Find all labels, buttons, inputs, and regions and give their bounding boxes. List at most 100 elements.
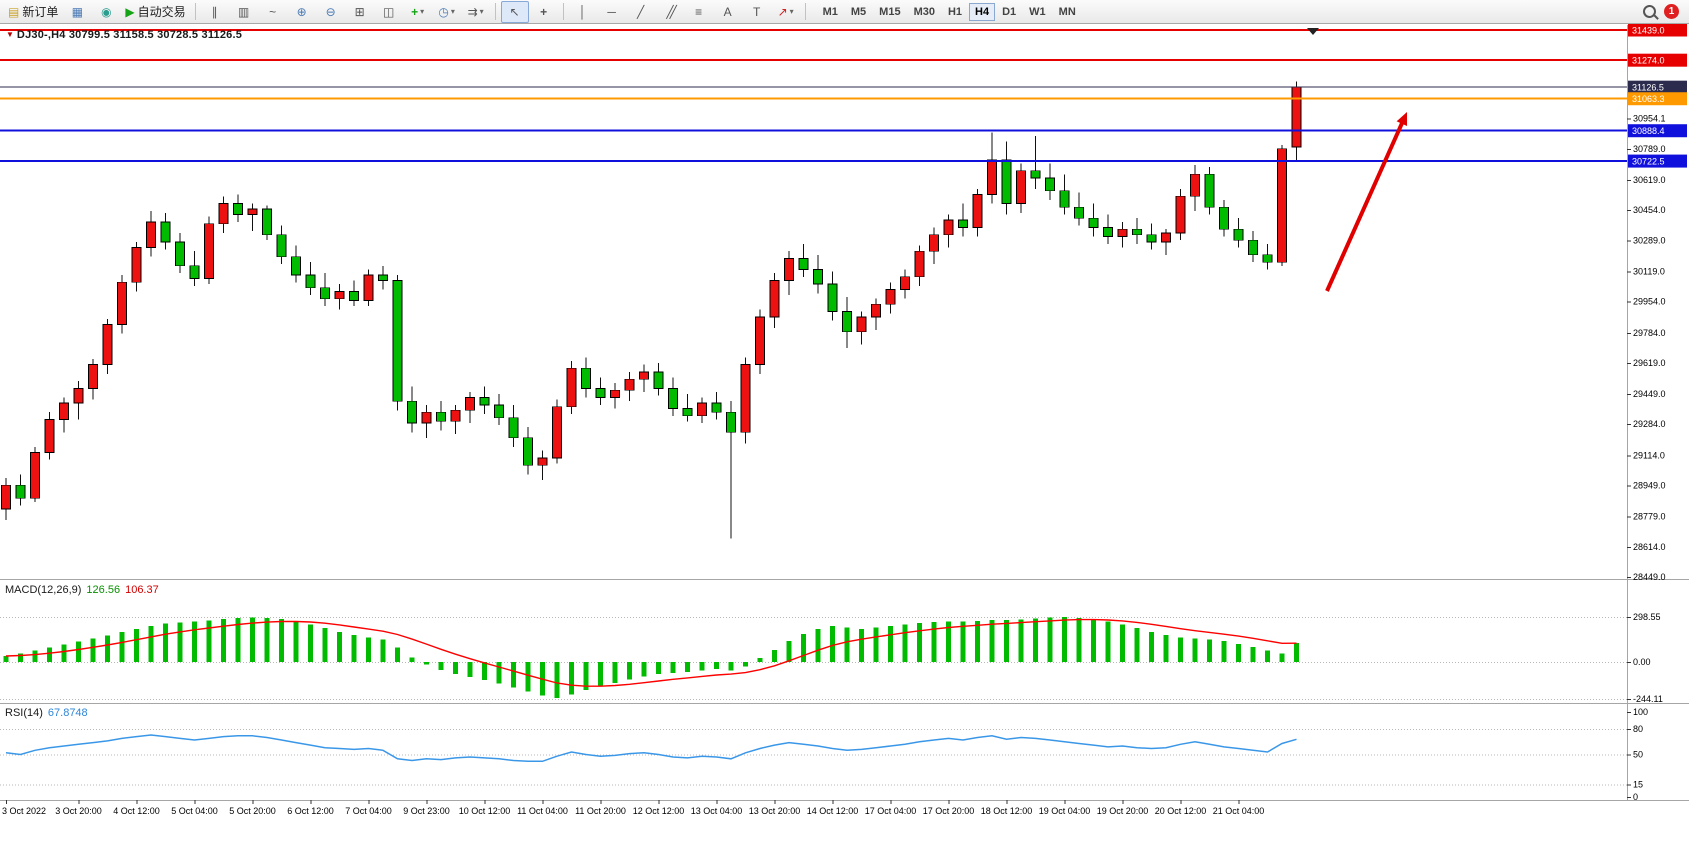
macd-name: MACD(12,26,9) (5, 584, 82, 596)
svg-text:11 Oct 04:00: 11 Oct 04:00 (517, 806, 568, 816)
svg-text:30722.5: 30722.5 (1632, 157, 1665, 167)
macd-signal-line (5, 618, 1297, 687)
pane-separators[interactable] (0, 25, 1689, 801)
templates-button[interactable]: ⇉ ▾ (462, 1, 490, 23)
macd-indicator-label: MACD(12,26,9) 126.56 106.37 (5, 584, 159, 596)
svg-text:21 Oct 04:00: 21 Oct 04:00 (1213, 806, 1265, 816)
candle-chart-button[interactable]: ▥ (230, 1, 258, 23)
timeframe-mn-button[interactable]: MN (1058, 5, 1076, 18)
macd-signal-value: 106.37 (125, 584, 159, 596)
svg-text:298.55: 298.55 (1633, 612, 1661, 622)
timeframe-m30-button[interactable]: M30 (913, 5, 935, 18)
tile-windows-button[interactable]: ⊞ (346, 1, 374, 23)
bar-chart-icon: ∥ (211, 4, 218, 19)
trendline-icon: ╱ (636, 4, 645, 19)
svg-text:29784.0: 29784.0 (1633, 328, 1666, 338)
toolbar-separator (562, 3, 564, 20)
price-level-lines[interactable] (0, 29, 1627, 163)
timeframe-m1-button[interactable]: M1 (822, 5, 838, 18)
arrows-tool-icon: ↗ (777, 4, 788, 19)
arrows-tool-button[interactable]: ↗ ▾ (772, 1, 800, 23)
svg-text:9 Oct 23:00: 9 Oct 23:00 (403, 806, 450, 816)
svg-text:0: 0 (1633, 792, 1638, 802)
timeframe-m5-button[interactable]: M5 (850, 5, 867, 18)
bar-chart-button[interactable]: ∥ (201, 1, 229, 23)
trend-arrow-head (1396, 112, 1407, 126)
horizontal-line-icon: ─ (607, 4, 616, 19)
chevron-down-icon: ▾ (450, 7, 455, 16)
svg-text:30454.0: 30454.0 (1633, 205, 1666, 215)
svg-text:-244.11: -244.11 (1633, 694, 1663, 704)
price-axis[interactable]: 30954.1 30789.0 30619.0 30454.0 30289.0 30119… (1627, 23, 1687, 803)
new-order-button[interactable]: ▤ 新订单 (4, 1, 62, 23)
channel-button[interactable]: ╱╱ (656, 1, 684, 23)
toolbar-right-group: 1 (1643, 4, 1685, 19)
svg-text:4 Oct 12:00: 4 Oct 12:00 (113, 806, 160, 816)
add-indicator-button[interactable]: + ▾ (404, 1, 432, 23)
svg-text:5 Oct 04:00: 5 Oct 04:00 (171, 806, 218, 816)
add-indicator-icon: + (411, 4, 419, 19)
zoom-out-button[interactable]: ⊖ (317, 1, 345, 23)
svg-text:5 Oct 20:00: 5 Oct 20:00 (229, 806, 276, 816)
expert-advisors-button[interactable]: ◉ (92, 1, 120, 23)
rsi-value: 67.8748 (47, 707, 88, 719)
chevron-down-icon: ▾ (789, 7, 794, 16)
timeframe-d1-button[interactable]: D1 (1002, 5, 1017, 18)
crosshair-button[interactable]: + (530, 1, 558, 23)
label-tool-button[interactable]: T (743, 1, 771, 23)
timeframe-h4-button[interactable]: H4 (969, 2, 996, 21)
periods-button[interactable]: ◷ ▾ (433, 1, 461, 23)
zoom-out-icon: ⊖ (325, 4, 336, 19)
line-chart-button[interactable]: ~ (259, 1, 287, 23)
notification-badge[interactable]: 1 (1664, 4, 1679, 19)
cascade-windows-icon: ◫ (382, 4, 395, 19)
svg-text:13 Oct 04:00: 13 Oct 04:00 (691, 806, 743, 816)
autotrade-button[interactable]: ▶ 自动交易 (121, 1, 189, 23)
svg-text:17 Oct 04:00: 17 Oct 04:00 (865, 806, 917, 816)
autotrade-play-icon: ▶ (125, 4, 135, 19)
timeframe-m15-button[interactable]: M15 (879, 5, 901, 18)
timeframe-h1-button[interactable]: H1 (947, 5, 963, 18)
svg-text:18 Oct 12:00: 18 Oct 12:00 (981, 806, 1033, 816)
cursor-button[interactable]: ↖ (500, 0, 529, 23)
candle-chart-icon: ▥ (237, 4, 250, 19)
horizontal-line-button[interactable]: ─ (598, 1, 626, 23)
text-tool-button[interactable]: A (714, 1, 742, 23)
cascade-windows-button[interactable]: ◫ (375, 1, 403, 23)
clock-icon: ◷ (438, 4, 449, 19)
svg-text:29954.0: 29954.0 (1633, 297, 1666, 307)
trendline-button[interactable]: ╱ (627, 1, 655, 23)
svg-text:11 Oct 20:00: 11 Oct 20:00 (575, 806, 626, 816)
new-order-icon: ▤ (8, 4, 20, 19)
rsi-indicator-label: RSI(14) 67.8748 (5, 707, 88, 719)
zoom-in-button[interactable]: ⊕ (288, 1, 316, 23)
svg-text:28614.0: 28614.0 (1633, 542, 1666, 552)
svg-text:80: 80 (1633, 724, 1643, 734)
line-chart-icon: ~ (269, 4, 277, 19)
toolbar-separator (804, 3, 806, 20)
svg-text:20 Oct 12:00: 20 Oct 12:00 (1155, 806, 1207, 816)
svg-text:14 Oct 12:00: 14 Oct 12:00 (807, 806, 859, 816)
chart-window-button[interactable]: ▦ (63, 1, 91, 23)
svg-text:28449.0: 28449.0 (1633, 572, 1666, 582)
svg-text:100: 100 (1633, 707, 1648, 717)
fibonacci-button[interactable]: ≡ (685, 1, 713, 23)
svg-text:17 Oct 20:00: 17 Oct 20:00 (923, 806, 975, 816)
timeframe-w1-button[interactable]: W1 (1029, 5, 1046, 18)
candles-layer (1, 81, 1302, 539)
chart-window-icon: ▦ (71, 4, 84, 19)
vertical-line-button[interactable]: │ (569, 1, 597, 23)
fibonacci-icon: ≡ (695, 4, 703, 19)
trend-arrow[interactable] (1325, 116, 1407, 292)
chart-shift-marker[interactable] (1307, 28, 1319, 35)
svg-text:31274.0: 31274.0 (1632, 56, 1665, 66)
svg-text:29619.0: 29619.0 (1633, 358, 1666, 368)
search-icon[interactable] (1643, 5, 1656, 18)
svg-text:10 Oct 12:00: 10 Oct 12:00 (459, 806, 511, 816)
symbol-ohlc-text: DJ30-,H4 30799.5 31158.5 30728.5 31126.5 (16, 29, 243, 41)
svg-text:30954.1: 30954.1 (1633, 114, 1666, 124)
tile-windows-icon: ⊞ (354, 4, 365, 19)
svg-text:12 Oct 12:00: 12 Oct 12:00 (633, 806, 685, 816)
time-axis[interactable]: 3 Oct 2022 3 Oct 20:00 4 Oct 12:00 5 Oct 04… (2, 800, 1264, 816)
